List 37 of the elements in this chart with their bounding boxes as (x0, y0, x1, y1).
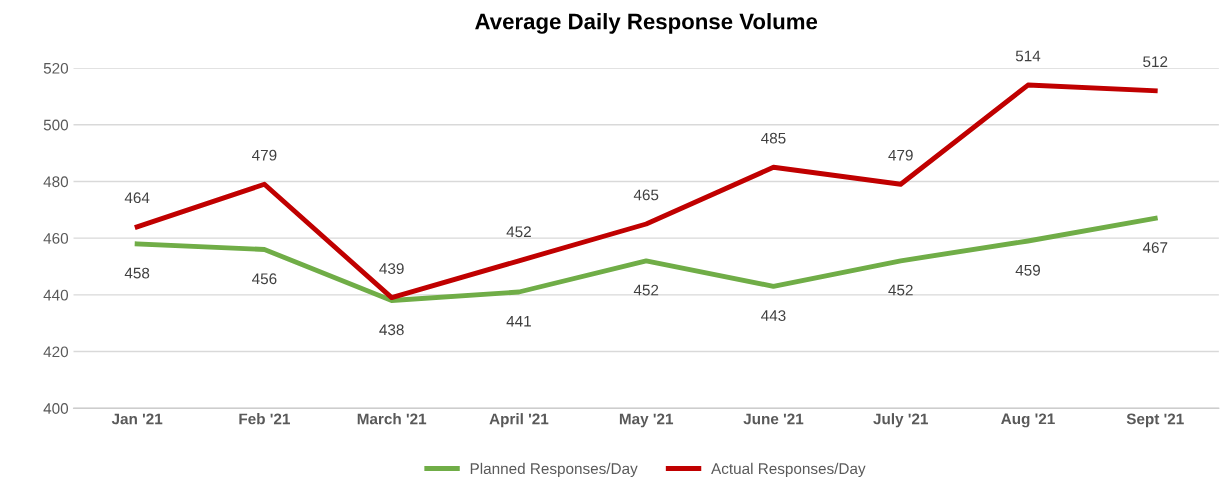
data-label: 464 (124, 192, 150, 204)
data-label: 465 (633, 189, 659, 201)
data-label: 485 (761, 132, 786, 144)
data-label: 438 (379, 324, 404, 336)
data-label: 479 (888, 149, 913, 161)
data-label: 452 (633, 284, 659, 296)
data-label: 459 (1015, 264, 1040, 276)
x-tick-label: May '21 (619, 413, 674, 428)
data-label: 479 (252, 149, 277, 161)
data-label: 514 (1015, 50, 1041, 62)
legend-label: Planned Responses/Day (470, 462, 638, 478)
y-tick-label: 500 (43, 119, 69, 131)
data-label: 467 (1142, 242, 1168, 253)
data-label: 512 (1143, 56, 1168, 68)
y-tick-label: 440 (43, 289, 69, 301)
x-tick-label: Aug '21 (1001, 413, 1055, 428)
x-tick-label: Feb '21 (239, 413, 290, 425)
x-tick-label: Sept '21 (1126, 413, 1184, 428)
y-tick-label: 420 (43, 346, 69, 358)
y-tick-label: 480 (43, 176, 69, 188)
data-label: 443 (761, 310, 786, 321)
x-tick-label: July '21 (873, 413, 929, 428)
chart-title: Average Daily Response Volume (475, 13, 818, 34)
y-tick-label: 460 (43, 233, 69, 244)
data-label: 439 (379, 263, 404, 274)
data-label: 452 (506, 226, 531, 238)
legend-label: Actual Responses/Day (711, 462, 866, 478)
y-tick-label: 520 (43, 62, 69, 74)
x-tick-label: April '21 (489, 413, 549, 428)
data-label: 456 (252, 273, 277, 285)
data-label: 452 (888, 284, 913, 296)
y-tick-label: 400 (43, 403, 69, 414)
x-tick-label: March '21 (357, 413, 427, 425)
x-tick-label: June '21 (743, 413, 804, 425)
data-label: 441 (506, 316, 531, 327)
data-label: 458 (124, 267, 150, 279)
x-tick-label: Jan '21 (111, 413, 163, 425)
